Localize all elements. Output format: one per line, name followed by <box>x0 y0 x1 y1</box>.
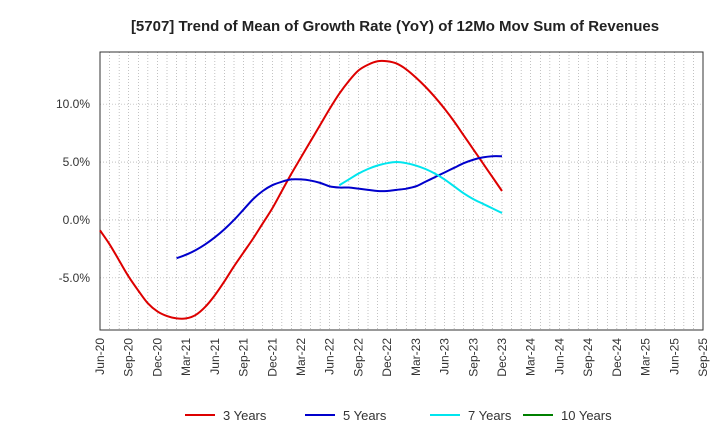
x-tick-label: Sep-22 <box>351 338 365 377</box>
legend-label: 3 Years <box>223 408 267 423</box>
x-tick-label: Dec-21 <box>265 338 279 377</box>
x-tick-label: Mar-25 <box>639 338 653 376</box>
x-tick-label: Mar-24 <box>524 338 538 376</box>
x-tick-label: Jun-23 <box>438 338 452 375</box>
x-tick-label: Sep-23 <box>466 338 480 377</box>
series-group <box>99 59 503 320</box>
x-tick-label: Sep-20 <box>122 338 136 377</box>
x-axis: Jun-20 Sep-20 Dec-20 Mar-21 Jun-21 Sep-21 Dec-… <box>93 338 710 377</box>
x-tick-label: Mar-23 <box>409 338 423 376</box>
legend-label: 10 Years <box>561 408 612 423</box>
x-tick-label: Mar-21 <box>179 338 193 376</box>
plot-area <box>99 51 704 331</box>
x-tick-label: Sep-21 <box>237 338 251 377</box>
y-tick-label: 0.0% <box>63 213 91 227</box>
x-tick-label: Jun-22 <box>323 338 337 375</box>
x-tick-label: Dec-22 <box>380 338 394 377</box>
x-tick-label: Dec-23 <box>495 338 509 377</box>
series-line-7-years <box>338 161 503 214</box>
x-tick-label: Jun-24 <box>552 338 566 375</box>
x-tick-label: Sep-24 <box>581 338 595 377</box>
x-tick-label: Dec-20 <box>150 338 164 377</box>
x-tick-label: Jun-21 <box>208 338 222 375</box>
y-axis: 10.0% 5.0% 0.0% -5.0% <box>56 97 90 285</box>
legend: 3 Years 5 Years 7 Years 10 Years <box>185 408 612 423</box>
x-tick-label: Mar-22 <box>294 338 308 376</box>
legend-label: 5 Years <box>343 408 387 423</box>
legend-label: 7 Years <box>468 408 512 423</box>
y-tick-label: 5.0% <box>63 155 91 169</box>
chart-title: [5707] Trend of Mean of Growth Rate (YoY… <box>131 18 659 35</box>
x-tick-label: Jun-20 <box>93 338 107 375</box>
x-tick-label: Jun-25 <box>667 338 681 375</box>
y-tick-label: -5.0% <box>59 271 91 285</box>
grid <box>100 52 703 330</box>
x-tick-label: Sep-25 <box>696 338 710 377</box>
y-tick-label: 10.0% <box>56 97 90 111</box>
series-line-5-years <box>176 155 503 260</box>
series-line-3-years <box>99 59 503 320</box>
x-tick-label: Dec-24 <box>610 338 624 377</box>
